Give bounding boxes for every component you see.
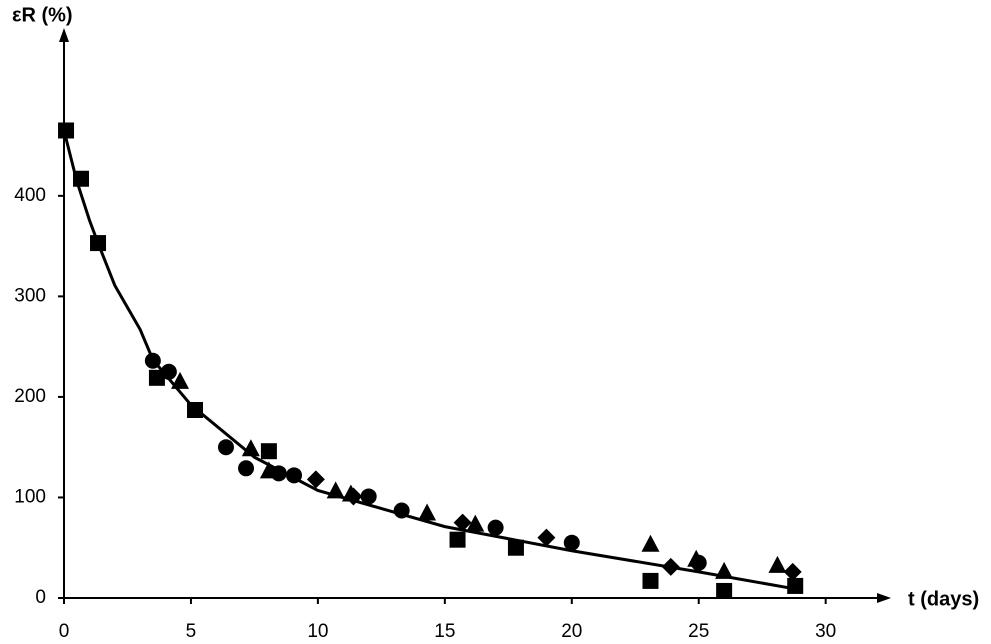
circle-marker (238, 460, 255, 477)
triangle-marker (687, 549, 706, 567)
square-marker (716, 582, 733, 599)
x-tick-label: 20 (561, 621, 582, 642)
square-marker (449, 531, 466, 548)
diamond-marker (453, 513, 472, 532)
x-tick-label: 30 (815, 621, 836, 642)
fit-curve (62, 130, 796, 591)
x-tick-label: 15 (434, 621, 455, 642)
square-marker (507, 539, 524, 556)
circle-marker (487, 519, 504, 536)
circle-marker (217, 439, 234, 456)
square-marker (58, 122, 75, 139)
y-tick-label: 0 (35, 587, 46, 608)
square-marker (260, 443, 277, 460)
x-tick-label: 0 (59, 621, 70, 642)
x-axis-title: t (days) (908, 588, 979, 610)
triangle-marker (259, 461, 278, 479)
y-tick-label: 100 (14, 486, 46, 507)
triangle-marker (768, 555, 787, 573)
y-axis-arrow (59, 28, 69, 42)
y-tick-label: 400 (14, 185, 46, 206)
diamond-marker (306, 470, 325, 489)
y-tick-label: 200 (14, 386, 46, 407)
circle-marker (360, 488, 377, 505)
x-tick-label: 10 (307, 621, 328, 642)
triangle-marker (641, 534, 660, 552)
y-axis-title: εR (%) (12, 4, 73, 26)
triangle-marker (466, 514, 485, 532)
square-marker (642, 572, 659, 589)
diamond-marker (783, 562, 802, 581)
x-tick-label: 5 (186, 621, 197, 642)
square-marker (148, 369, 165, 386)
circle-marker (563, 534, 580, 551)
x-tick-label: 25 (688, 621, 709, 642)
y-tick-label: 300 (14, 285, 46, 306)
square-marker (787, 577, 804, 594)
diamond-marker (537, 528, 556, 547)
x-axis-arrow (877, 593, 891, 603)
triangle-marker (418, 503, 437, 521)
